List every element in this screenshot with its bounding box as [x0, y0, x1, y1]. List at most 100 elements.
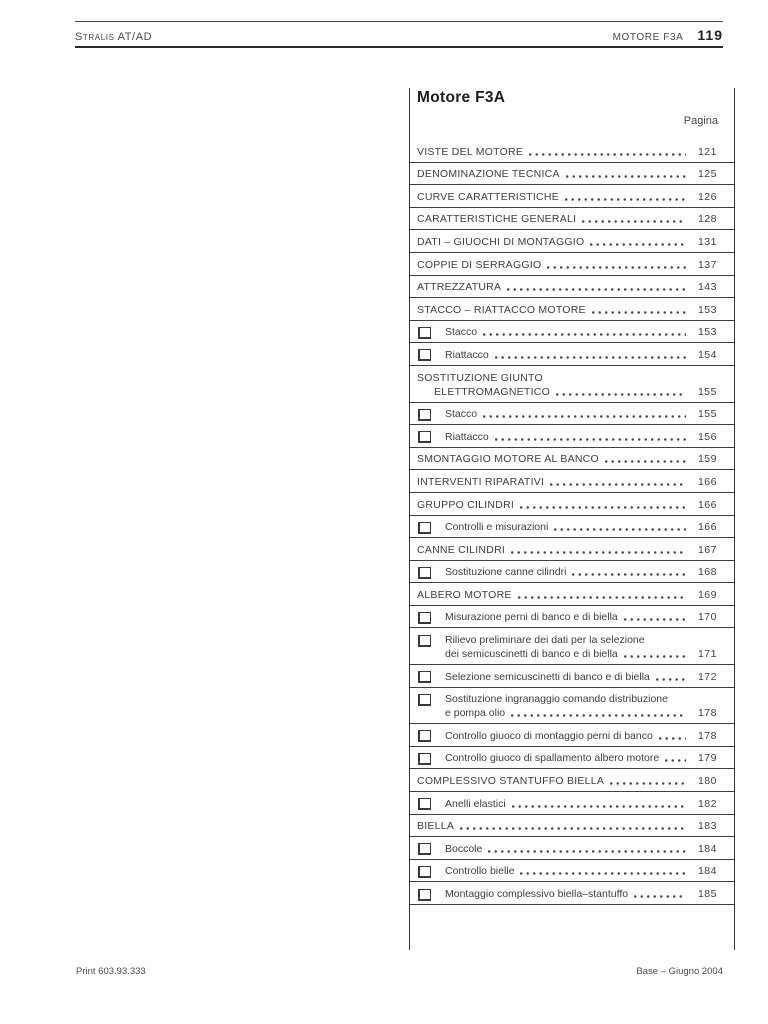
toc-entry-last-line: GRUPPO CILINDRI 166	[417, 498, 717, 512]
toc-entry-last-line: Riattacco 156	[445, 430, 717, 444]
leader-dots	[547, 265, 686, 269]
leader-dots	[665, 759, 686, 763]
toc-entry-page-number: 137	[697, 258, 717, 271]
page-footer: Print 603.93.333 Base – Giugno 2004	[76, 966, 723, 977]
toc-box: Motore F3A Pagina VISTE DEL MOTORE 121 DEN…	[409, 88, 735, 950]
toc-entry-page-number: 153	[697, 326, 717, 339]
toc-entry-last-line: DATI – GIUOCHI DI MONTAGGIO 131	[417, 235, 717, 249]
leader-dots	[494, 437, 686, 441]
checkbox-icon	[418, 611, 431, 624]
toc-entry-content: Controllo giuoco di spallamento albero m…	[445, 751, 717, 765]
toc-entry-page-number: 156	[697, 430, 717, 443]
toc-entry-page-number: 180	[697, 775, 717, 788]
toc-entry-text: Controllo giuoco di spallamento albero m…	[445, 752, 660, 765]
toc-entry-page-number: 125	[697, 168, 717, 181]
leader-dots	[554, 528, 686, 532]
toc-entry-last-line: INTERVENTI RIPARATIVI 166	[417, 475, 717, 489]
toc-entry-content: Anelli elastici 182	[445, 797, 717, 811]
toc-entry: COPPIE DI SERRAGGIO 137	[410, 253, 734, 276]
checkbox-icon	[418, 798, 431, 811]
toc-entry-content: ALBERO MOTORE 169	[417, 588, 717, 602]
toc-entry-page-number: 171	[697, 648, 717, 661]
leader-dots	[511, 714, 686, 718]
leader-dots	[483, 333, 686, 337]
checkbox-icon	[418, 752, 431, 765]
leader-dots	[564, 197, 686, 201]
toc-entry-text: GRUPPO CILINDRI	[417, 498, 515, 511]
toc-entry-page-number: 184	[697, 865, 717, 878]
toc-entry-content: DATI – GIUOCHI DI MONTAGGIO 131	[417, 235, 717, 249]
toc-entry-text: CURVE CARATTERISTICHE	[417, 190, 559, 203]
toc-entry-text: Controllo giuoco di montaggio perni di b…	[445, 729, 653, 742]
toc-entry-last-line: Boccole 184	[445, 842, 717, 856]
toc-entry-text: Boccole	[445, 842, 483, 855]
toc-entry-page-number: 126	[697, 190, 717, 203]
toc-entry-last-line: BIELLA 183	[417, 819, 717, 833]
toc-entry-page-number: 182	[697, 797, 717, 810]
toc-entry: Sostituzione canne cilindri 168	[410, 561, 734, 584]
toc-entry: ALBERO MOTORE 169	[410, 583, 734, 606]
toc-entry: CARATTERISTICHE GENERALI 128	[410, 208, 734, 231]
toc-entry: GRUPPO CILINDRI 166	[410, 493, 734, 516]
toc-entry-page-number: 143	[697, 281, 717, 294]
leader-dots	[610, 782, 686, 786]
toc-entry-last-line: Controllo giuoco di spallamento albero m…	[445, 751, 717, 765]
toc-entry-content: DENOMINAZIONE TECNICA 125	[417, 167, 717, 181]
toc-entries: VISTE DEL MOTORE 121 DENOMINAZIONE TECNICA…	[410, 140, 734, 905]
checkbox-icon	[418, 566, 431, 579]
leader-dots	[511, 550, 686, 554]
leader-dots	[517, 595, 686, 599]
checkbox-icon	[418, 431, 431, 444]
toc-entry-text-continued: dei semicuscinetti di banco e di biella	[445, 648, 618, 661]
toc-entry: Boccole 184	[410, 837, 734, 860]
toc-entry-content: Riattacco 154	[445, 348, 717, 362]
toc-entry-content: COMPLESSIVO STANTUFFO BIELLA 180	[417, 774, 717, 788]
header-right-group: MOTORE F3A 119	[613, 27, 723, 43]
leader-dots	[556, 392, 686, 396]
toc-entry-content: Controlli e misurazioni 166	[445, 520, 717, 534]
toc-entry: Riattacco 156	[410, 425, 734, 448]
toc-entry-content: INTERVENTI RIPARATIVI 166	[417, 475, 717, 489]
toc-entry-text: Selezione semicuscinetti di banco e di b…	[445, 670, 650, 683]
toc-entry-content: Misurazione perni di banco e di biella 17…	[445, 610, 717, 624]
leader-dots	[520, 872, 686, 876]
toc-entry-page-number: 178	[697, 729, 717, 742]
toc-entry: Stacco 153	[410, 321, 734, 344]
toc-entry: Riattacco 154	[410, 343, 734, 366]
toc-entry-text: SMONTAGGIO MOTORE AL BANCO	[417, 453, 599, 466]
toc-entry-content: Sostituzione canne cilindri 168	[445, 565, 717, 579]
checkbox-icon	[418, 521, 431, 534]
leader-dots	[483, 415, 686, 419]
toc-entry-last-line: e pompa olio 178	[445, 706, 717, 720]
toc-entry-page-number: 178	[697, 707, 717, 720]
toc-entry-content: Stacco 153	[445, 325, 717, 339]
toc-entry-text: COPPIE DI SERRAGGIO	[417, 258, 542, 271]
toc-entry-text: Sostituzione canne cilindri	[445, 566, 567, 579]
toc-entry-content: Controllo giuoco di montaggio perni di b…	[445, 729, 717, 743]
toc-entry: Controllo giuoco di montaggio perni di b…	[410, 724, 734, 747]
toc-entry-content: Boccole 184	[445, 842, 717, 856]
toc-entry: Montaggio complessivo biella–stantuffo 18…	[410, 882, 734, 905]
toc-entry: DATI – GIUOCHI DI MONTAGGIO 131	[410, 230, 734, 253]
toc-entry-last-line: Stacco 153	[445, 325, 717, 339]
toc-entry-last-line: Montaggio complessivo biella–stantuffo 18…	[445, 887, 717, 901]
toc-entry: SMONTAGGIO MOTORE AL BANCO 159	[410, 448, 734, 471]
toc-entry-page-number: 121	[697, 145, 717, 158]
toc-entry-last-line: Controllo bielle 184	[445, 864, 717, 878]
toc-entry-text: BIELLA	[417, 820, 455, 833]
toc-entry: STACCO – RIATTACCO MOTORE 153	[410, 298, 734, 321]
toc-entry: Stacco 155	[410, 403, 734, 426]
toc-entry-page-number: 167	[697, 543, 717, 556]
toc-entry-page-number: 159	[697, 453, 717, 466]
toc-entry-content: CANNE CILINDRI 167	[417, 543, 717, 557]
leader-dots	[488, 849, 686, 853]
toc-entry: INTERVENTI RIPARATIVI 166	[410, 470, 734, 493]
checkbox-icon	[418, 843, 431, 856]
leader-dots	[511, 804, 686, 808]
leader-dots	[590, 242, 686, 246]
toc-entry-text: CANNE CILINDRI	[417, 543, 506, 556]
toc-entry-last-line: STACCO – RIATTACCO MOTORE 153	[417, 303, 717, 317]
checkbox-icon	[418, 634, 431, 647]
toc-entry-last-line: dei semicuscinetti di banco e di biella 1…	[445, 647, 717, 661]
toc-entry-page-number: 155	[697, 385, 717, 398]
